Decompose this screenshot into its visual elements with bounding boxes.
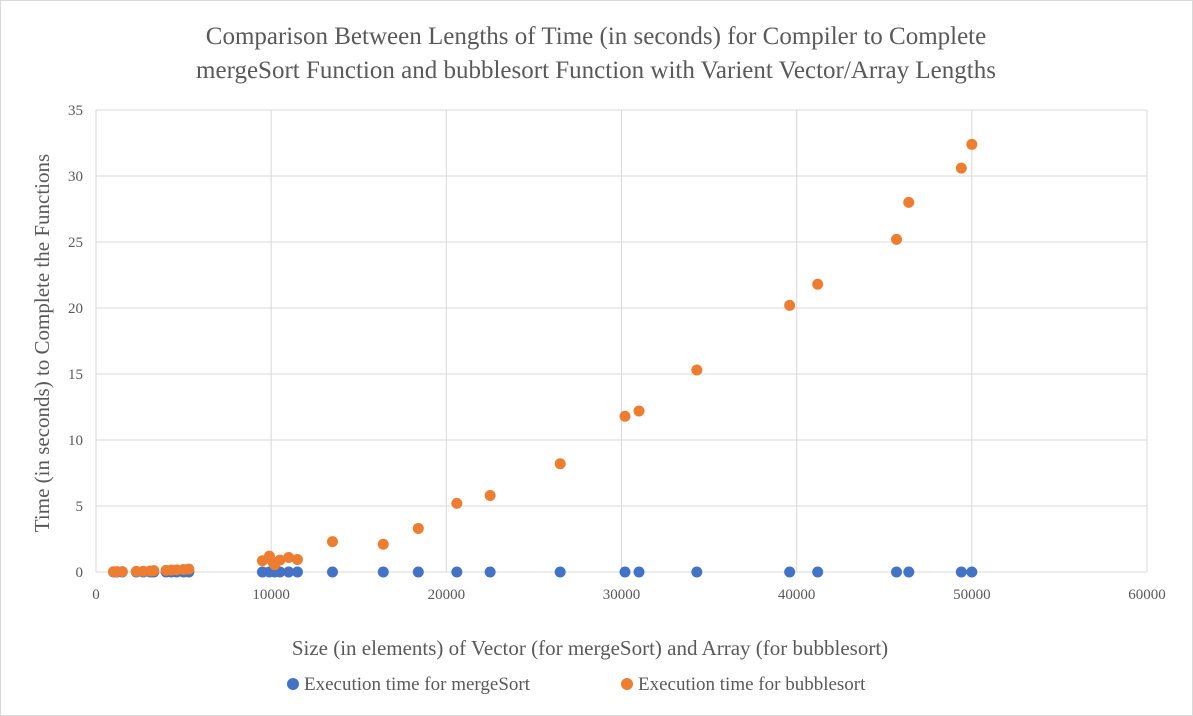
x-tick-label: 20000 <box>428 587 466 603</box>
chart-title-line-1: Comparison Between Lengths of Time (in s… <box>206 23 986 50</box>
mergesort-point <box>903 566 915 578</box>
data-points <box>108 138 978 578</box>
bubblesort-point <box>633 405 645 417</box>
mergesort-point <box>691 566 703 578</box>
bubblesort-point <box>812 278 824 290</box>
mergesort-point <box>451 566 463 578</box>
y-tick-label: 35 <box>68 103 83 119</box>
bubblesort-point <box>116 566 128 578</box>
x-tick-label: 60000 <box>1128 587 1166 603</box>
y-tick-label: 20 <box>68 301 83 317</box>
bubblesort-point <box>148 565 160 577</box>
tick-labels: 0 5 10 15 20 25 30 35 0 10000 20000 30000 40000 50000… <box>68 103 1166 603</box>
mergesort-point <box>619 566 631 578</box>
x-tick-label: 0 <box>92 587 100 603</box>
x-tick-label: 50000 <box>953 587 991 603</box>
y-tick-label: 30 <box>68 169 83 185</box>
bubblesort-point <box>619 410 631 422</box>
y-tick-label: 5 <box>76 499 84 515</box>
bubblesort-point <box>891 233 903 245</box>
x-tick-label: 40000 <box>778 587 816 603</box>
y-tick-label: 25 <box>68 235 83 251</box>
x-axis-label: Size (in elements) of Vector (for mergeS… <box>292 636 888 660</box>
bubblesort-point <box>326 536 338 548</box>
legend: Execution time for mergeSort Execution t… <box>287 674 866 695</box>
bubblesort-point <box>903 196 915 208</box>
mergesort-point <box>377 566 389 578</box>
mergesort-point <box>283 566 295 578</box>
bubblesort-point <box>451 497 463 509</box>
y-tick-label: 10 <box>68 433 83 449</box>
mergesort-point <box>554 566 566 578</box>
bubblesort-point <box>183 563 195 575</box>
mergesort-point <box>891 566 903 578</box>
legend-marker-bubblesort <box>621 678 633 690</box>
y-tick-label: 15 <box>68 367 83 383</box>
mergesort-point <box>484 566 496 578</box>
bubblesort-point <box>274 554 286 566</box>
bubblesort-point <box>377 538 389 550</box>
bubblesort-point <box>955 162 967 174</box>
mergesort-point <box>633 566 645 578</box>
bubblesort-point <box>784 299 796 311</box>
mergesort-point <box>291 566 303 578</box>
y-axis-label: Time (in seconds) to Complete the Functi… <box>30 154 54 532</box>
legend-marker-mergesort <box>287 678 299 690</box>
mergesort-point <box>412 566 424 578</box>
bubblesort-point <box>412 522 424 534</box>
gridlines <box>95 109 1148 573</box>
bubblesort-point <box>484 489 496 501</box>
legend-label-bubblesort: Execution time for bubblesort <box>638 674 866 695</box>
y-tick-label: 0 <box>76 565 84 581</box>
mergesort-point <box>955 566 967 578</box>
bubblesort-point <box>291 553 303 565</box>
bubblesort-point <box>554 458 566 470</box>
mergesort-point <box>812 566 824 578</box>
x-tick-label: 10000 <box>252 587 290 603</box>
bubblesort-point <box>691 364 703 376</box>
bubblesort-point <box>283 551 295 563</box>
chart-title-line-2: mergeSort Function and bubblesort Functi… <box>196 57 996 84</box>
mergesort-point <box>784 566 796 578</box>
x-tick-label: 30000 <box>603 587 641 603</box>
mergesort-point <box>326 566 338 578</box>
legend-label-mergesort: Execution time for mergeSort <box>304 674 531 695</box>
bubblesort-point <box>966 138 978 150</box>
mergesort-point <box>966 566 978 578</box>
